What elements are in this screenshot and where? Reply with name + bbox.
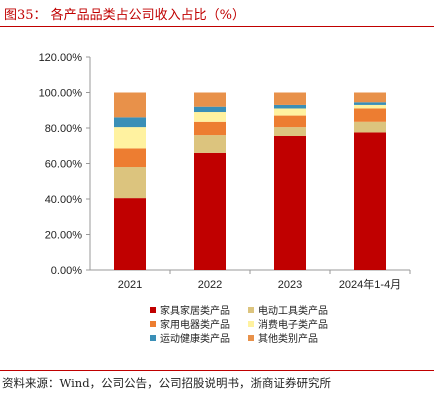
bar-segment bbox=[354, 104, 386, 109]
y-tick-label: 60.00% bbox=[45, 159, 83, 171]
bar-segment bbox=[194, 135, 226, 153]
bar-segment bbox=[274, 127, 306, 136]
stacked-bar-chart: 0.00% 20.00% 40.00% 60.00% 80.00% 100.00% 120.… bbox=[39, 52, 411, 345]
bar-segment bbox=[194, 152, 226, 270]
legend-label: 消费电子类产品 bbox=[258, 318, 328, 331]
bar-segment bbox=[194, 106, 226, 113]
bar-segment bbox=[354, 108, 386, 122]
bars bbox=[114, 92, 386, 270]
bar-segment bbox=[274, 108, 306, 116]
chart-title: 图35： 各产品品类占公司收入占比（%） bbox=[4, 8, 246, 23]
y-tick-label: 80.00% bbox=[45, 123, 83, 135]
bar-segment bbox=[114, 198, 146, 270]
bar-segment bbox=[114, 148, 146, 168]
bar-segment bbox=[114, 92, 146, 118]
legend-label: 运动健康类产品 bbox=[160, 332, 230, 345]
y-tick-label: 100.00% bbox=[39, 88, 83, 100]
legend-label: 家用电器类产品 bbox=[160, 318, 230, 331]
bar-segment bbox=[354, 121, 386, 133]
legend-label: 电动工具类产品 bbox=[258, 304, 328, 317]
bar-segment bbox=[274, 135, 306, 270]
bar-segment bbox=[274, 92, 306, 105]
source-note: 资料来源：Wind，公司公告，公司招股说明书，浙商证券研究所 bbox=[2, 376, 332, 390]
y-tick-label: 40.00% bbox=[45, 194, 83, 206]
bar-segment bbox=[354, 92, 386, 103]
x-tick-label: 2021 bbox=[118, 279, 142, 291]
bar-segment bbox=[114, 127, 146, 149]
x-tick-label: 2022 bbox=[198, 279, 222, 291]
y-tick-label: 20.00% bbox=[45, 230, 83, 242]
legend-swatch bbox=[150, 321, 156, 327]
bar-segment bbox=[274, 115, 306, 128]
bar-segment bbox=[194, 121, 226, 136]
x-tick-label: 2023 bbox=[278, 279, 302, 291]
bar-segment bbox=[274, 104, 306, 109]
source-divider bbox=[0, 370, 434, 371]
bar-segment bbox=[114, 117, 146, 128]
bar-segment bbox=[194, 112, 226, 122]
y-tick-label: 120.00% bbox=[39, 52, 83, 64]
axes: 0.00% 20.00% 40.00% 60.00% 80.00% 100.00% 120.… bbox=[39, 52, 411, 291]
y-tick-label: 0.00% bbox=[51, 265, 82, 277]
legend-swatch bbox=[150, 335, 156, 341]
bar-segment bbox=[194, 92, 226, 107]
legend-label: 家具家居类产品 bbox=[160, 304, 230, 317]
legend-swatch bbox=[248, 321, 254, 327]
legend-swatch bbox=[248, 307, 254, 313]
legend-label: 其他类别产品 bbox=[258, 332, 318, 345]
title-divider bbox=[0, 26, 434, 27]
bar-segment bbox=[354, 132, 386, 270]
bar-segment bbox=[114, 167, 146, 199]
legend-swatch bbox=[248, 335, 254, 341]
legend-swatch bbox=[150, 307, 156, 313]
x-tick-label: 2024年1-4月 bbox=[339, 277, 401, 291]
bar-segment bbox=[354, 102, 386, 105]
